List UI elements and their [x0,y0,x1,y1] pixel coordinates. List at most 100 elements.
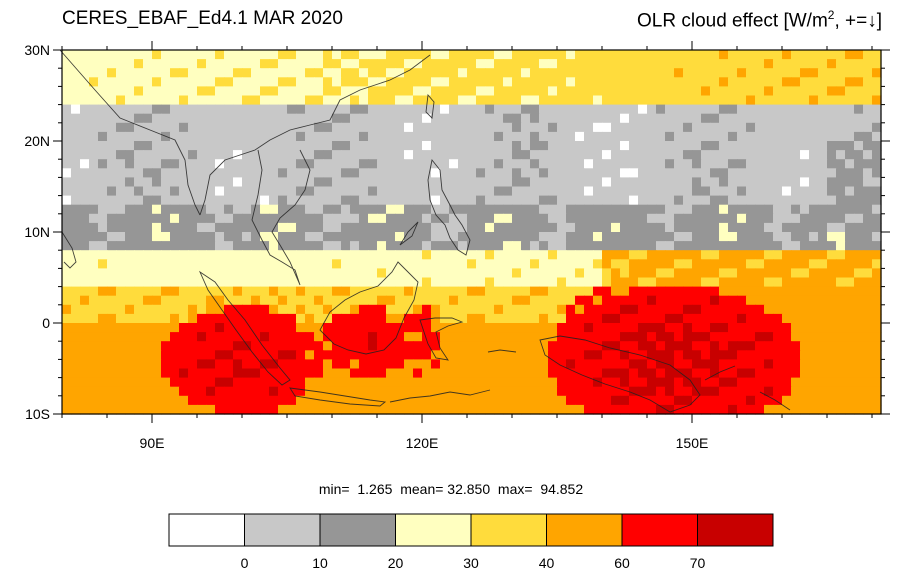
map-cell [170,131,180,142]
map-cell [872,141,882,151]
map-cell [314,368,324,379]
map-cell [728,368,738,379]
map-cell [440,295,450,306]
map-cell [161,141,171,151]
map-cell [827,186,837,197]
map-cell [728,159,738,169]
map-cell [233,168,243,178]
map-cell [116,195,126,206]
map-cell [737,295,747,306]
map-cell [872,204,882,215]
map-cell [314,241,324,251]
map-cell [512,104,522,115]
map-cell [503,350,513,360]
map-cell [836,95,846,106]
map-cell [692,232,702,242]
map-cell [170,377,180,388]
map-cell [431,104,441,115]
map-cell [152,404,162,415]
map-cell [188,50,198,60]
map-cell [323,95,333,106]
map-cell [764,268,774,279]
map-cell [629,59,639,69]
map-cell [314,86,324,97]
map-cell [350,341,360,351]
map-cell [386,404,396,415]
map-cell [179,232,189,242]
map-cell [836,141,846,151]
map-cell [665,159,675,169]
map-cell [557,386,567,397]
map-cell [782,250,792,260]
map-cell [566,222,576,233]
map-cell [755,377,765,388]
map-cell [314,313,324,324]
map-cell [872,122,882,133]
map-cell [98,141,108,151]
map-cell [116,222,126,233]
map-cell [134,141,144,151]
map-cell [872,268,882,279]
map-cell [827,168,837,178]
map-cell [440,395,450,406]
map-cell [350,250,360,260]
map-cell [566,277,576,288]
map-cell [89,341,99,351]
map-cell [116,141,126,151]
map-cell [215,150,225,160]
map-cell [656,113,666,124]
map-cell [98,168,108,178]
map-cell [755,104,765,115]
map-cell [755,332,765,342]
map-cell [107,404,117,415]
map-cell [845,295,855,306]
map-cell [332,59,342,69]
map-cell [548,104,558,115]
map-cell [539,168,549,178]
map-cell [224,332,234,342]
map-cell [827,277,837,288]
map-cell [143,50,153,60]
map-cell [296,350,306,360]
map-cell [440,268,450,279]
map-cell [656,277,666,288]
map-cell [485,50,495,60]
map-cell [422,332,432,342]
map-cell [602,350,612,360]
map-cell [332,386,342,397]
map-cell [611,59,621,69]
map-cell [656,323,666,333]
map-cell [755,313,765,324]
map-cell [143,141,153,151]
map-cell [701,131,711,142]
map-cell [134,159,144,169]
map-cell [782,68,792,78]
map-cell [584,59,594,69]
map-cell [188,304,198,315]
map-cell [350,323,360,333]
map-cell [278,131,288,142]
map-cell [566,259,576,269]
map-cell [512,222,522,233]
map-cell [305,377,315,388]
map-cell [575,77,585,87]
map-cell [494,104,504,115]
map-cell [719,250,729,260]
map-cell [431,195,441,206]
map-cell [575,404,585,415]
map-cell [800,395,810,406]
map-cell [764,150,774,160]
map-cell [89,122,99,133]
map-cell [521,404,531,415]
map-cell [683,313,693,324]
map-cell [359,250,369,260]
map-cell [125,68,135,78]
map-cell [368,404,378,415]
map-cell [143,213,153,224]
map-cell [620,68,630,78]
map-cell [386,150,396,160]
map-cell [494,350,504,360]
map-cell [476,304,486,315]
map-cell [413,250,423,260]
map-cell [179,277,189,288]
